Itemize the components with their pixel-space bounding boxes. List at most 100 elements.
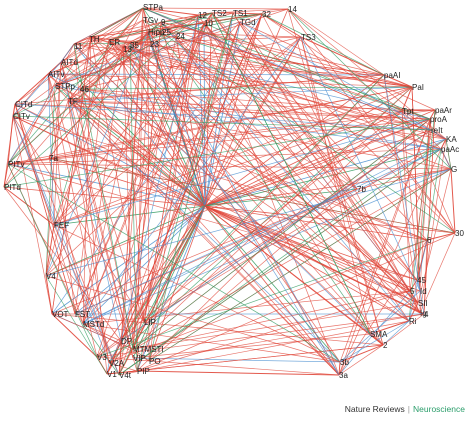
edge-2-V1 (106, 344, 384, 375)
node-label-CITv: CITv (13, 112, 30, 121)
edge-TF-3b (67, 100, 341, 363)
edge-paAI-LIP (143, 74, 385, 323)
edge-23-MTMSTI (132, 41, 151, 350)
node-label-13: 13 (123, 45, 132, 54)
edge-10-FST (74, 22, 205, 315)
edge-6-paAc (426, 148, 442, 241)
node-label-2: 2 (383, 341, 388, 350)
edge-23-3a (149, 41, 340, 376)
edge-9-paAI (160, 21, 385, 76)
edge-3a-V3 (96, 356, 340, 376)
edge-TH-10 (90, 22, 205, 38)
edge-14-G (287, 8, 452, 170)
edge-AITd-CITv (12, 61, 62, 117)
node-label-VOT: VOT (52, 310, 69, 319)
node-label-AITv: AITv (48, 70, 64, 79)
credit-brand: Nature Reviews (344, 404, 405, 414)
edge-MTMSTI-9 (132, 21, 162, 350)
edge-14-STPp (54, 8, 289, 87)
edge-V4t-Ri (118, 320, 410, 376)
edge-Amyg-V4 (45, 205, 206, 277)
edge-2-3b (339, 344, 384, 363)
edge-32-V1 (106, 13, 263, 375)
edge-46-PaI (79, 86, 413, 90)
node-label-V3: V3 (97, 353, 107, 362)
edge-5-PIP (136, 290, 411, 372)
edge-32-paAI (261, 13, 385, 76)
edge-45-9 (160, 21, 418, 281)
node-label-6: 6 (427, 236, 432, 245)
edge-reIt-CITd (14, 103, 432, 131)
edge-paAr-TF (67, 100, 436, 111)
edge-V4t-MSTd (82, 323, 120, 376)
node-label-V4t: V4t (119, 371, 132, 380)
edge-CITv-4 (12, 115, 425, 315)
edge-V3-10 (96, 22, 205, 358)
node-label-proA: proA (430, 115, 448, 124)
edge-reIt-DP (120, 129, 432, 342)
edge-KA-G (445, 138, 452, 170)
edge-TGd-paAr (239, 21, 436, 111)
edge-AITd-11 (60, 43, 75, 63)
edge-PITv-45 (7, 163, 418, 281)
edge-PO-MSTd (82, 323, 150, 362)
edge-TF-G (67, 100, 452, 170)
node-label-LIP: LIP (144, 318, 156, 327)
edge-proA-V4 (45, 118, 431, 277)
edge-TGd-V4t (118, 21, 241, 376)
edge-paAr-4 (423, 109, 436, 315)
node-label-7b: 7b (357, 185, 366, 194)
node-label-TS3: TS3 (301, 33, 316, 42)
edge-Amyg-6 (204, 205, 428, 241)
edge-PITv-PaI (7, 86, 413, 165)
node-label-FST: FST (75, 310, 90, 319)
edge-TH-7b (90, 36, 358, 190)
edge-13-24 (122, 35, 177, 48)
edge-PITd-11 (3, 43, 75, 188)
edge-G-7b (356, 168, 452, 190)
edge-CITv-TS2 (12, 12, 213, 117)
edge-32-STPp (54, 13, 263, 87)
edge-proA-PO (148, 118, 431, 362)
edge-TF-PaI (67, 86, 413, 102)
edge-paAr-PITv (7, 109, 436, 165)
edge-ER-FST (74, 39, 110, 315)
node-label-25: 25 (162, 28, 171, 37)
edge-32-VOT (51, 13, 263, 315)
edge-TS3-SMA (300, 36, 371, 335)
edge-FEF-TGd (53, 21, 241, 226)
edge-TS2-SII (211, 12, 419, 304)
node-label-PITd: PITd (4, 183, 21, 192)
node-label-PO: PO (149, 357, 161, 366)
edge-G-paAc (440, 148, 452, 170)
edge-proA-TF (67, 100, 431, 120)
edge-Hipp-7a (48, 31, 149, 159)
edge-FEF-TS2 (53, 12, 213, 226)
edge-DP-MSTd (82, 323, 122, 342)
edge-Tpt-10 (203, 22, 403, 112)
node-label-Ri: Ri (409, 317, 417, 326)
node-label-TS2: TS2 (212, 9, 227, 18)
edge-TGv-30 (142, 19, 456, 234)
edge-FEF-PITd (3, 186, 55, 226)
node-label-24: 24 (176, 32, 185, 41)
edge-46-Tpt (79, 88, 403, 112)
edge-12-46 (79, 14, 199, 90)
edge-13-FEF (53, 46, 124, 226)
edge-4-2 (382, 313, 425, 346)
edge-paAr-45 (416, 109, 436, 281)
edge-Id-3b (339, 290, 421, 363)
node-label-SII: SII (418, 299, 428, 308)
edge-FEF-AITv (47, 73, 55, 226)
edge-3a-STPp (54, 85, 340, 376)
edge-14-paAI (287, 8, 385, 76)
edge-CITd-MSTd (14, 103, 84, 325)
edge-TGd-MTMSTI (132, 21, 241, 350)
edge-TS2-14 (211, 8, 289, 14)
edge-Tpt-PIP (136, 110, 403, 372)
edge-MTMSTI-TS1 (132, 12, 234, 350)
edge-STPa-12 (142, 7, 199, 16)
edge-12-LIP (143, 14, 199, 323)
